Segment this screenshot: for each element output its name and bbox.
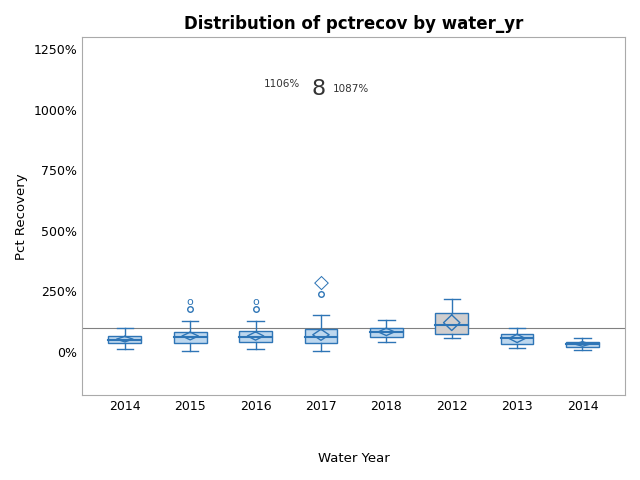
- Bar: [500, 334, 534, 345]
- Bar: [435, 313, 468, 334]
- Text: 8: 8: [312, 79, 326, 99]
- Text: o: o: [252, 298, 259, 308]
- Y-axis label: Pct Recovery: Pct Recovery: [15, 173, 28, 260]
- Text: 1106%: 1106%: [264, 79, 300, 89]
- X-axis label: Water Year: Water Year: [318, 452, 390, 465]
- Title: Distribution of pctrecov by water_yr: Distribution of pctrecov by water_yr: [184, 15, 524, 33]
- Bar: [566, 342, 599, 348]
- Bar: [174, 332, 207, 343]
- Bar: [108, 336, 141, 343]
- Text: ◇: ◇: [314, 273, 328, 292]
- Bar: [370, 327, 403, 337]
- Text: 1087%: 1087%: [333, 84, 369, 94]
- Bar: [305, 329, 337, 343]
- Text: o: o: [187, 298, 193, 308]
- Bar: [239, 331, 272, 342]
